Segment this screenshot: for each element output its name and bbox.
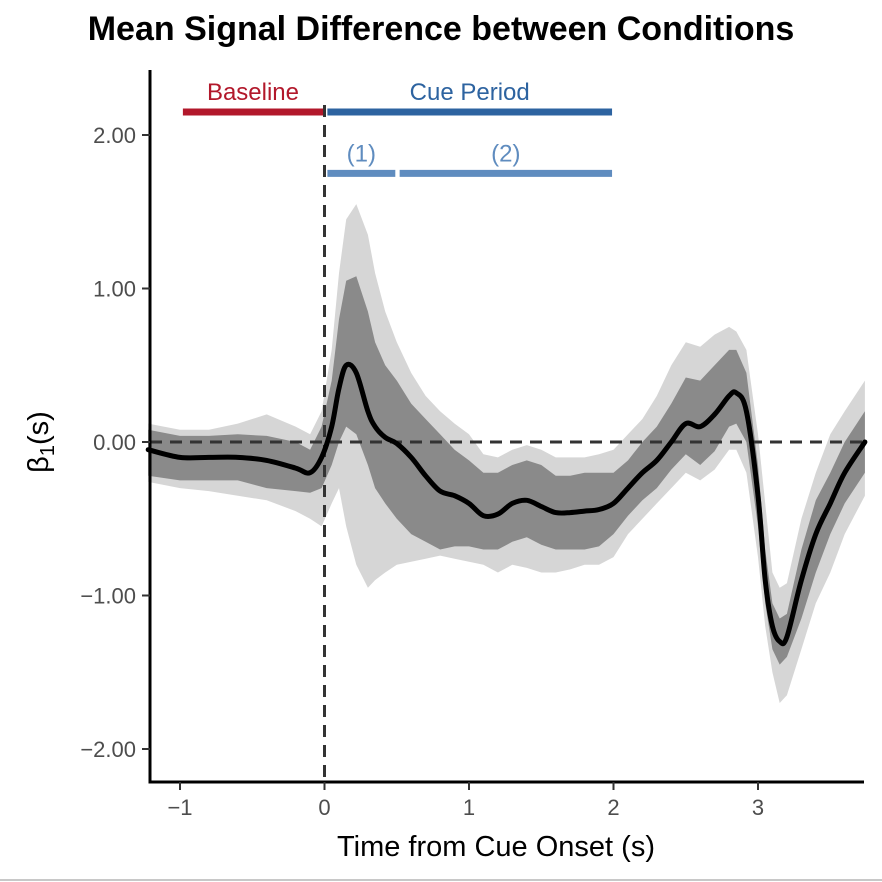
x-axis-title: Time from Cue Onset (s) bbox=[337, 831, 655, 863]
confidence-bands bbox=[148, 204, 865, 703]
x-tick-label: 0 bbox=[318, 795, 330, 820]
mean-signal-difference-line bbox=[145, 361, 868, 647]
bottom-rule bbox=[0, 879, 882, 881]
tick-labels: 2.00 1.00 0.00 −1.00 −2.00 −1 0 1 2 3 bbox=[80, 123, 764, 820]
x-tick-label: −1 bbox=[167, 795, 192, 820]
x-tick-label: 1 bbox=[463, 795, 475, 820]
reference-lines bbox=[150, 105, 864, 782]
period-annotations: Baseline Cue Period (1) (2) bbox=[182, 79, 613, 177]
y-tick-label: −2.00 bbox=[80, 737, 136, 762]
annotation-label-cue-period: Cue Period bbox=[410, 79, 530, 106]
chart-title: Mean Signal Difference between Condition… bbox=[87, 10, 795, 48]
inner-confidence-band bbox=[148, 276, 865, 665]
outer-confidence-band bbox=[148, 204, 865, 703]
y-axis-title-subscript: 1 bbox=[37, 445, 59, 456]
y-tick-label: 0.00 bbox=[93, 430, 136, 455]
annotation-label-2: (2) bbox=[491, 140, 520, 167]
y-axis-title-main: β bbox=[23, 456, 55, 473]
y-axis-title-tail: (s) bbox=[23, 411, 55, 445]
x-tick-label: 3 bbox=[752, 795, 764, 820]
y-tick-label: 1.00 bbox=[93, 277, 136, 302]
series-line-group bbox=[145, 361, 868, 647]
x-tick-label: 2 bbox=[607, 795, 619, 820]
annotation-label-baseline: Baseline bbox=[207, 79, 299, 106]
y-axis-title: β1(s) bbox=[23, 411, 59, 473]
y-tick-label: 2.00 bbox=[93, 123, 136, 148]
annotation-label-1: (1) bbox=[347, 140, 376, 167]
y-tick-label: −1.00 bbox=[80, 584, 136, 609]
axes bbox=[148, 70, 864, 784]
